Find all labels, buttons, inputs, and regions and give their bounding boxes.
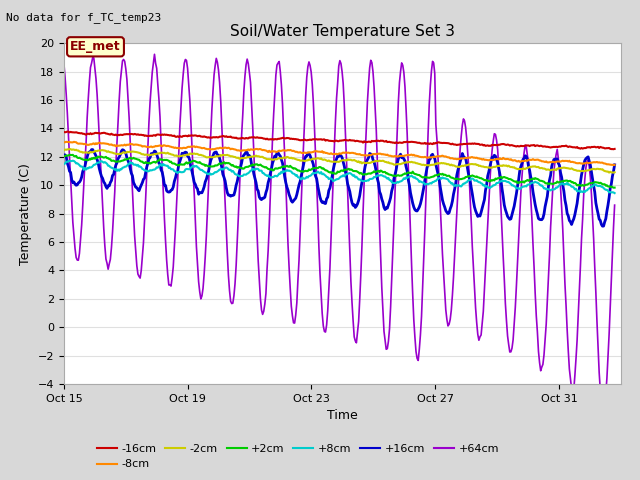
- Y-axis label: Temperature (C): Temperature (C): [19, 163, 32, 264]
- Legend: -16cm, -8cm, -2cm, +2cm, +8cm, +16cm, +64cm: -16cm, -8cm, -2cm, +2cm, +8cm, +16cm, +6…: [92, 439, 503, 474]
- X-axis label: Time: Time: [327, 409, 358, 422]
- Text: EE_met: EE_met: [70, 40, 121, 53]
- Title: Soil/Water Temperature Set 3: Soil/Water Temperature Set 3: [230, 24, 455, 39]
- Text: No data for f_TC_temp23: No data for f_TC_temp23: [6, 12, 162, 23]
